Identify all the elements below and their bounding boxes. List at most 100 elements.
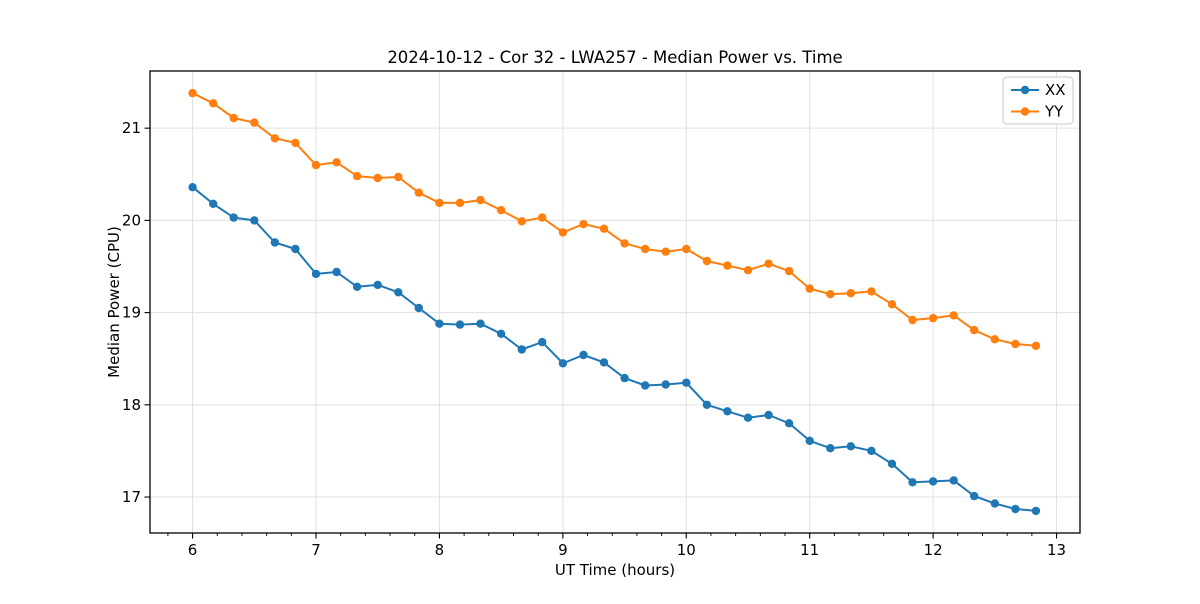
series-XX-marker	[311, 269, 321, 279]
x-tick-label: 10	[677, 541, 696, 559]
series-XX-marker	[702, 400, 712, 409]
series-YY-marker	[826, 290, 835, 299]
series-XX-marker	[599, 358, 609, 367]
series-YY-marker	[599, 224, 609, 233]
series-YY-marker	[517, 217, 526, 226]
plot-border	[149, 70, 1081, 534]
series-YY-marker	[702, 256, 712, 266]
series-YY-marker	[476, 195, 485, 205]
series-YY-marker	[723, 261, 732, 270]
series-XX-marker	[641, 381, 650, 390]
series-YY-marker	[949, 311, 958, 320]
series-XX-marker	[620, 373, 629, 383]
series-YY-marker	[496, 206, 506, 215]
y-tick-label: 21	[122, 119, 141, 137]
series-YY-marker	[1011, 339, 1020, 349]
series-XX-marker	[270, 238, 280, 247]
series-XX-marker	[887, 459, 897, 468]
series-YY-marker	[784, 266, 794, 276]
series-XX-marker	[908, 478, 917, 487]
x-tick-label: 13	[1047, 541, 1066, 559]
series-YY-marker	[373, 173, 382, 183]
series-XX-marker	[538, 337, 547, 347]
series-XX-marker	[188, 183, 197, 192]
series-YY-marker	[414, 188, 423, 197]
series-YY-marker	[805, 284, 814, 293]
series-YY-marker	[970, 325, 979, 335]
series-XX-marker	[209, 199, 218, 208]
legend-YY-marker	[1020, 107, 1030, 116]
series-XX-marker	[990, 499, 999, 508]
y-axis: 17 18 19 20 21	[122, 119, 150, 506]
gridlines	[150, 71, 1080, 533]
series-XX-marker	[846, 442, 855, 451]
legend: XX YY	[1002, 76, 1074, 125]
series-YY-marker	[352, 171, 362, 181]
series-YY-marker	[620, 239, 629, 248]
series-YY-marker	[867, 287, 876, 296]
series-XX-marker	[764, 410, 773, 420]
series-XX-marker	[352, 282, 362, 291]
series-XX-marker	[661, 380, 670, 389]
series-YY-marker	[743, 266, 753, 275]
x-tick-label: 6	[188, 541, 198, 559]
series-YY-marker	[250, 118, 259, 127]
series-XX-marker	[1031, 506, 1041, 516]
series-YY-marker	[579, 219, 588, 229]
series-YY-marker	[887, 300, 897, 309]
series-XX-marker	[435, 319, 444, 328]
legend-XX-marker	[1020, 85, 1030, 95]
x-tick-label: 12	[924, 541, 943, 559]
series-XX-marker	[229, 213, 238, 222]
series-XX-marker	[579, 350, 588, 360]
series-YY-marker	[311, 160, 321, 170]
y-tick-label: 17	[122, 488, 141, 506]
series-XX-marker	[394, 288, 403, 297]
series-XX-marker	[970, 491, 979, 501]
series-YY-marker	[209, 99, 218, 108]
series-YY-marker	[682, 244, 691, 254]
y-tick-label: 20	[122, 211, 141, 229]
series-YY-marker	[990, 335, 999, 344]
x-tick-label: 7	[311, 541, 321, 559]
series-XX-marker	[1011, 504, 1020, 514]
series-XX-marker	[476, 319, 485, 328]
series-YY	[188, 88, 1041, 350]
series-XX-marker	[250, 216, 259, 225]
series-YY-marker	[764, 259, 773, 268]
series-YY-marker	[846, 289, 855, 298]
series-XX-marker	[373, 280, 382, 290]
series-YY-marker	[188, 88, 197, 98]
series-YY-marker	[558, 228, 568, 237]
x-tick-label: 9	[558, 541, 568, 559]
series-XX-marker	[743, 413, 753, 422]
series-XX-marker	[291, 244, 300, 254]
y-tick-label: 19	[122, 304, 141, 322]
series-XX-marker	[784, 419, 794, 428]
legend-XX-label: XX	[1045, 81, 1066, 99]
series-YY-marker	[661, 247, 670, 256]
series-YY-marker	[1031, 341, 1041, 350]
series-YY-marker	[394, 172, 403, 182]
series-YY-marker	[332, 158, 341, 167]
series-YY-marker	[270, 134, 280, 143]
series-XX-marker	[517, 345, 526, 354]
chart-title: 2024-10-12 - Cor 32 - LWA257 - Median Po…	[387, 48, 842, 67]
y-tick-label: 18	[122, 396, 141, 414]
series-XX-marker	[455, 320, 465, 329]
series-XX-marker	[723, 407, 732, 416]
x-axis-label: UT Time (hours)	[555, 561, 675, 579]
series-XX-marker	[867, 446, 876, 456]
series-XX-marker	[496, 329, 506, 338]
series-XX-marker	[558, 359, 568, 368]
series-YY-marker	[229, 113, 238, 123]
y-axis-label: Median Power (CPU)	[105, 226, 123, 378]
legend-YY-label: YY	[1044, 103, 1064, 121]
series-YY-marker	[435, 198, 444, 208]
series-XX-marker	[332, 267, 341, 277]
series-YY-marker	[928, 313, 938, 323]
series-XX	[188, 183, 1041, 516]
series-XX-marker	[682, 378, 691, 387]
series-YY-marker	[641, 244, 650, 254]
